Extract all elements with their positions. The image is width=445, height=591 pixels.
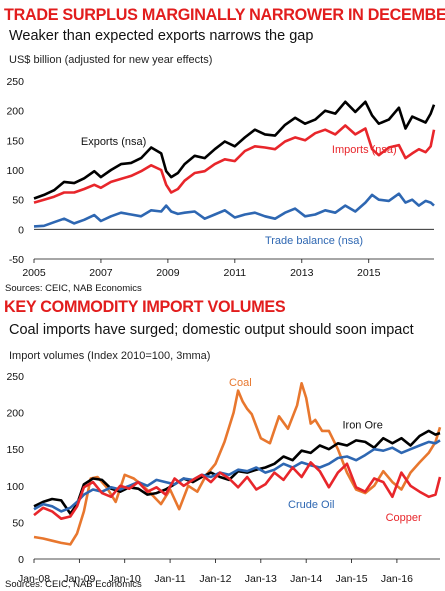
chart-title: TRADE SURPLUS MARGINALLY NARROWER IN DEC… (4, 6, 445, 24)
series-line-imports-nsa (33, 124, 436, 204)
x-tick-label: Jan-14 (290, 573, 322, 585)
x-tick-label: 2005 (22, 267, 46, 279)
series-label-exports-nsa: Exports (nsa) (81, 136, 146, 148)
y-tick-label: 0 (18, 224, 24, 236)
series-line-iron-ore (33, 429, 441, 515)
chart-subtitle: Weaker than expected exports narrows the… (9, 28, 314, 44)
chart-subtitle: Coal imports have surged; domestic outpu… (9, 322, 414, 338)
chart-title: KEY COMMODITY IMPORT VOLUMES (4, 298, 286, 316)
x-tick-label: 2009 (156, 267, 180, 279)
x-tick-label: Jan-08 (18, 573, 50, 585)
x-tick-label: Jan-10 (109, 573, 141, 585)
chart-source: Sources: CEIC, NAB Economics (5, 283, 142, 294)
x-tick-label: Jan-09 (63, 573, 95, 585)
series-label-iron-ore: Iron Ore (342, 420, 382, 432)
y-tick-label: 150 (6, 135, 24, 147)
series-lines (33, 100, 436, 228)
y-tick-label: 250 (6, 371, 24, 383)
x-tick-label: 2013 (290, 267, 314, 279)
y-tick-label: 200 (6, 408, 24, 420)
trade-balance-panel: TRADE SURPLUS MARGINALLY NARROWER IN DEC… (4, 6, 445, 294)
y-tick-label: 0 (18, 554, 24, 566)
axes: -50 0 50 100 150 200 250 2005 2007 2009 2011 2013 20… (6, 76, 434, 279)
y-tick-label: 100 (6, 165, 24, 177)
x-tick-label: Jan-11 (154, 573, 185, 585)
series-label-crude-oil: Crude Oil (288, 499, 334, 511)
x-tick-label: 2015 (357, 267, 381, 279)
x-tick-label: Jan-15 (335, 573, 367, 585)
y-tick-label: 50 (12, 195, 24, 207)
x-tick-label: 2011 (224, 267, 247, 279)
y-axis-label: US$ billion (adjusted for new year effec… (9, 54, 213, 66)
y-tick-label: 200 (6, 106, 24, 118)
trade-chart-svg: -50 0 50 100 150 200 250 2005 2007 2009 2011 2013 20… (6, 76, 436, 279)
series-line-exports-nsa (33, 100, 436, 200)
x-tick-label: Jan-13 (245, 573, 277, 585)
series-line-copper (33, 461, 442, 520)
series-label-trade-balance-nsa: Trade balance (nsa) (265, 235, 363, 247)
axes: 0 50 100 150 200 250 Jan-08 Jan-09 Jan-10 Jan-11 J… (6, 371, 440, 585)
series-lines (33, 382, 442, 546)
y-axis-label: Import volumes (Index 2010=100, 3mma) (9, 350, 211, 362)
y-tick-label: 50 (12, 517, 24, 529)
x-tick-label: 2007 (89, 267, 113, 279)
chart-source: Sources: CEIC, NAB Economics (5, 579, 142, 590)
commodity-chart-svg: 0 50 100 150 200 250 Jan-08 Jan-09 Jan-10 Jan-11 J… (6, 371, 442, 585)
series-label-coal: Coal (229, 377, 252, 389)
y-tick-label: 250 (6, 76, 24, 88)
series-line-trade-balance-nsa (33, 192, 435, 228)
x-tick-label: Jan-16 (381, 573, 413, 585)
y-tick-label: -50 (9, 254, 24, 266)
x-tick-label: Jan-12 (199, 573, 231, 585)
y-tick-label: 150 (6, 444, 24, 456)
series-label-copper: Copper (386, 512, 422, 524)
commodity-panel: KEY COMMODITY IMPORT VOLUMES Coal import… (0, 296, 445, 591)
series-label-imports-nsa: Imports (nsa) (332, 144, 397, 156)
series-line-coal (33, 382, 442, 546)
y-tick-label: 100 (6, 481, 24, 493)
